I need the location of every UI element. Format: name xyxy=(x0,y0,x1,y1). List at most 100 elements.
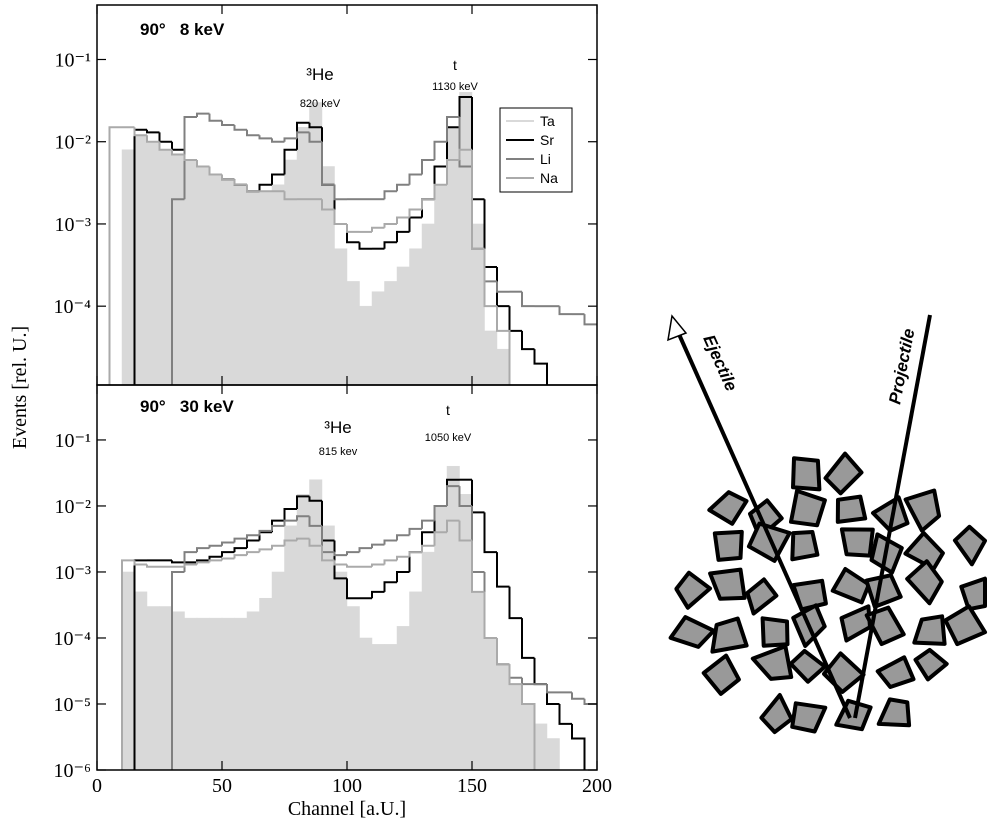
bar xyxy=(346,606,360,771)
histogram-step xyxy=(246,184,260,193)
bar xyxy=(534,723,548,771)
histogram-step xyxy=(233,179,247,186)
histogram-step xyxy=(571,692,585,700)
bar xyxy=(396,626,410,771)
histogram-step xyxy=(558,703,572,725)
bar xyxy=(509,683,523,771)
histogram-step xyxy=(483,512,497,554)
histogram-step xyxy=(496,306,511,385)
histogram-step xyxy=(246,551,260,556)
histogram-step xyxy=(433,504,447,521)
histogram-step xyxy=(221,120,235,126)
histogram-step xyxy=(308,538,322,547)
diagram: Ejectile Projectile xyxy=(667,314,987,735)
fragment xyxy=(710,616,749,654)
fragment xyxy=(759,693,794,735)
fragment xyxy=(674,570,712,610)
bar xyxy=(321,166,335,386)
histogram-step xyxy=(421,531,435,553)
x-tick-label: 50 xyxy=(212,775,232,797)
histogram-step xyxy=(171,149,185,156)
bar xyxy=(209,174,223,386)
legend-label: Sr xyxy=(540,132,554,148)
histogram-step xyxy=(346,578,360,600)
histogram-step xyxy=(496,637,510,666)
histogram-step xyxy=(308,122,322,129)
histogram-step xyxy=(458,148,472,160)
bar xyxy=(309,479,323,771)
histogram-step xyxy=(458,520,472,542)
histogram-step xyxy=(283,137,297,142)
ejectile-label: Ejectile xyxy=(699,332,741,394)
bar xyxy=(234,184,248,386)
histogram-step xyxy=(296,537,310,541)
arrowhead xyxy=(667,314,688,342)
bar xyxy=(271,184,285,386)
bar xyxy=(334,248,348,386)
histogram-step xyxy=(583,698,597,705)
histogram-step xyxy=(383,241,397,249)
histogram-step xyxy=(496,637,510,666)
histogram-step xyxy=(308,132,322,143)
histogram-step xyxy=(333,209,347,225)
histogram-step xyxy=(471,479,485,514)
bar xyxy=(496,348,510,386)
projectile-arrow xyxy=(853,314,932,719)
bar xyxy=(521,703,535,771)
histogram-step xyxy=(133,560,147,566)
histogram-step xyxy=(371,563,385,567)
bar xyxy=(184,159,198,386)
bar xyxy=(384,644,398,771)
histogram-step xyxy=(283,507,297,521)
histogram-step xyxy=(221,174,235,181)
x-tick-label: 100 xyxy=(332,775,362,797)
bar xyxy=(421,223,435,386)
histogram-step xyxy=(346,223,360,233)
bar xyxy=(421,551,435,771)
histogram-step xyxy=(408,216,422,232)
fragment xyxy=(712,529,744,562)
bar xyxy=(446,465,460,771)
histogram-step xyxy=(158,132,172,143)
histogram-step xyxy=(496,281,510,293)
histogram-step xyxy=(446,115,460,142)
bar xyxy=(459,91,473,386)
histogram-step xyxy=(433,183,447,200)
x-tick-label: 0 xyxy=(92,775,102,797)
bar xyxy=(409,591,423,771)
bar xyxy=(446,126,460,386)
histogram-step xyxy=(483,199,497,268)
histogram-step xyxy=(571,723,586,770)
histogram-step xyxy=(283,539,297,546)
histogram-step xyxy=(333,552,347,557)
bar xyxy=(221,617,235,771)
fragment xyxy=(707,490,749,526)
histogram-step xyxy=(196,112,210,117)
bar xyxy=(259,597,273,771)
histogram-step xyxy=(271,524,285,531)
x-tick-label: 150 xyxy=(457,775,487,797)
histogram-step xyxy=(446,158,460,185)
histogram-step xyxy=(471,505,485,573)
annotation: ³He xyxy=(324,418,351,437)
fragment xyxy=(912,614,947,646)
histogram-step xyxy=(408,527,422,536)
bar xyxy=(196,166,210,386)
x-tick-label: 200 xyxy=(582,775,612,797)
annotation: ³He xyxy=(306,65,333,84)
bar xyxy=(371,644,385,771)
histogram-step xyxy=(521,618,535,659)
legend-label: Na xyxy=(540,170,558,186)
histogram-step xyxy=(521,330,535,351)
histogram-step xyxy=(233,124,247,131)
histogram-step xyxy=(408,173,422,185)
histogram-step xyxy=(233,554,247,559)
histogram-step xyxy=(246,539,260,549)
histogram-step xyxy=(146,129,160,134)
x-axis-label: Channel [a.U.] xyxy=(288,798,406,820)
histogram-step xyxy=(108,126,122,385)
histogram-step xyxy=(383,539,397,545)
fragment xyxy=(668,615,716,649)
histogram-step xyxy=(271,173,285,185)
histogram-step xyxy=(296,495,310,509)
